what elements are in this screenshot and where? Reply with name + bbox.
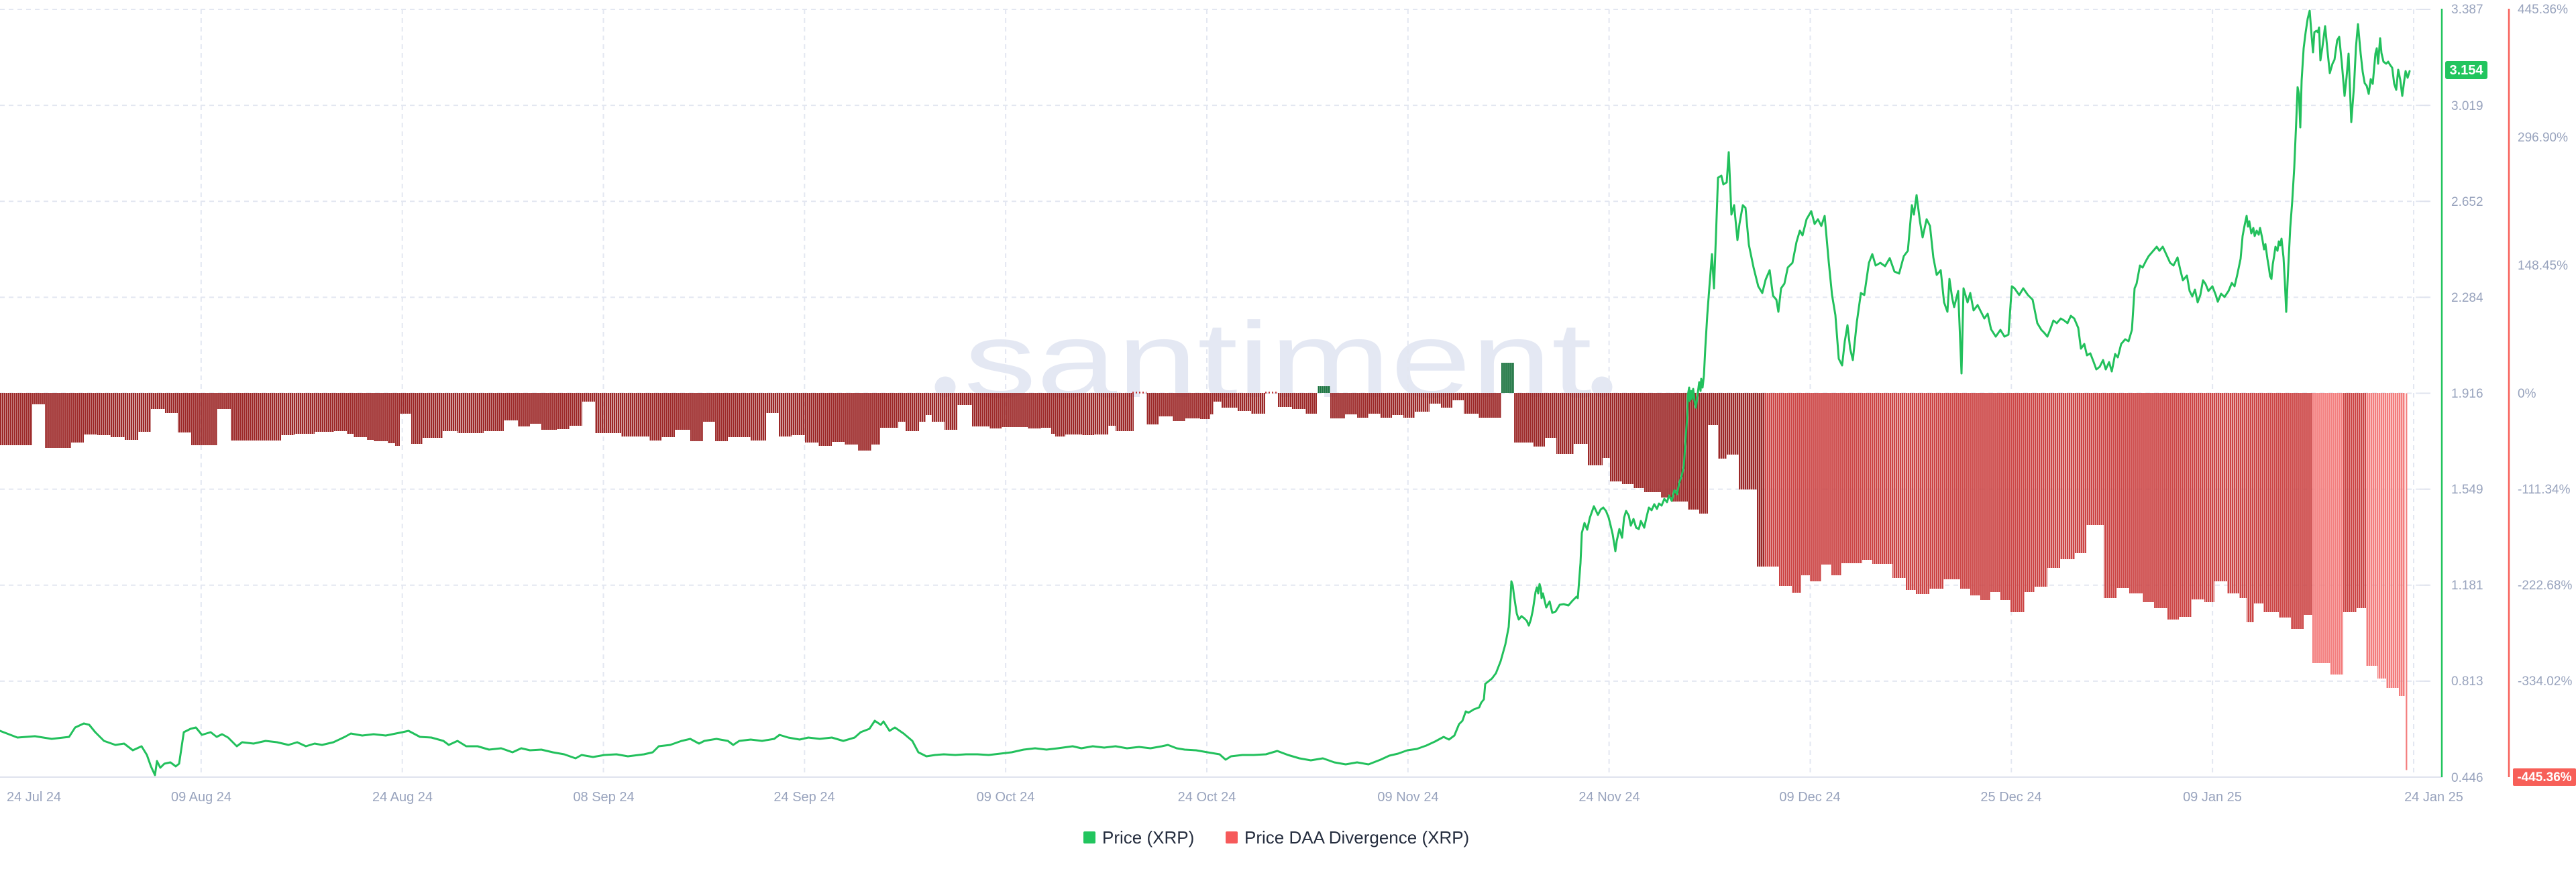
svg-text:0%: 0% bbox=[2518, 387, 2536, 401]
svg-text:-222.68%: -222.68% bbox=[2518, 579, 2572, 593]
svg-text:25 Dec 24: 25 Dec 24 bbox=[1980, 790, 2041, 805]
svg-text:Price DAA Divergence (XRP): Price DAA Divergence (XRP) bbox=[1244, 827, 1469, 848]
svg-text:296.90%: 296.90% bbox=[2518, 131, 2568, 145]
svg-text:09 Jan 25: 09 Jan 25 bbox=[2183, 790, 2242, 805]
svg-text:24 Sep 24: 24 Sep 24 bbox=[773, 790, 835, 805]
svg-text:3.019: 3.019 bbox=[2451, 99, 2483, 113]
svg-text:24 Nov 24: 24 Nov 24 bbox=[1578, 790, 1640, 805]
svg-text:24 Jul 24: 24 Jul 24 bbox=[7, 790, 61, 805]
svg-text:24 Oct 24: 24 Oct 24 bbox=[1178, 790, 1236, 805]
svg-text:3.387: 3.387 bbox=[2451, 3, 2483, 17]
svg-text:08 Sep 24: 08 Sep 24 bbox=[573, 790, 634, 805]
svg-text:09 Dec 24: 09 Dec 24 bbox=[1779, 790, 1840, 805]
svg-text:0.446: 0.446 bbox=[2451, 771, 2483, 785]
svg-text:1.549: 1.549 bbox=[2451, 483, 2483, 497]
svg-text:1.181: 1.181 bbox=[2451, 579, 2483, 593]
svg-text:-111.34%: -111.34% bbox=[2518, 483, 2571, 497]
svg-text:09 Nov 24: 09 Nov 24 bbox=[1377, 790, 1438, 805]
svg-text:148.45%: 148.45% bbox=[2518, 259, 2568, 273]
svg-text:09 Oct 24: 09 Oct 24 bbox=[977, 790, 1035, 805]
svg-text:-445.36%: -445.36% bbox=[2517, 770, 2571, 784]
svg-text:1.916: 1.916 bbox=[2451, 387, 2483, 401]
svg-text:2.652: 2.652 bbox=[2451, 195, 2483, 209]
svg-text:3.154: 3.154 bbox=[2449, 63, 2483, 78]
svg-text:09 Aug 24: 09 Aug 24 bbox=[171, 790, 231, 805]
svg-text:Price (XRP): Price (XRP) bbox=[1102, 827, 1194, 848]
svg-text:445.36%: 445.36% bbox=[2518, 3, 2568, 17]
svg-text:-334.02%: -334.02% bbox=[2518, 675, 2572, 689]
svg-text:0.813: 0.813 bbox=[2451, 675, 2483, 689]
svg-text:2.284: 2.284 bbox=[2451, 291, 2483, 305]
svg-text:24 Aug 24: 24 Aug 24 bbox=[372, 790, 433, 805]
svg-text:24 Jan 25: 24 Jan 25 bbox=[2404, 790, 2463, 805]
